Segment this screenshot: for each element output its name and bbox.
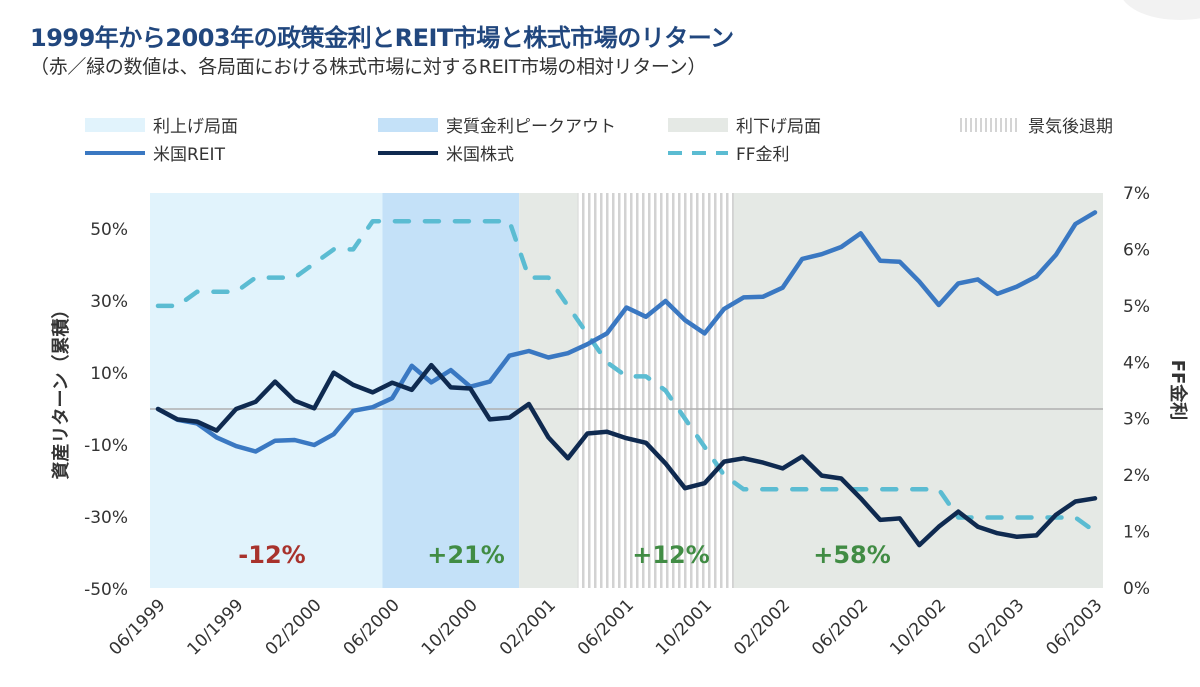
x-tick-label: 10/2002 [886,595,950,659]
x-tick-label: 06/2002 [808,595,872,659]
y2-tick-label: 1% [1123,523,1150,543]
y-tick-label: 10% [90,364,128,384]
y2-tick-label: 0% [1123,579,1150,599]
legend-label-hike: 利上げ局面 [153,117,238,137]
x-tick-label: 06/2001 [574,595,638,659]
y2-tick-label: 5% [1123,297,1150,317]
legend-label-cut: 利下げ局面 [736,117,821,137]
y-tick-label: -30% [84,508,128,528]
region-recession [577,193,734,588]
x-tick-label: 06/1999 [105,595,169,659]
legend-item-reit: 米国REIT [85,140,225,165]
legend-swatch-cut [668,117,728,132]
legend-label-peak: 実質金利ピークアウト [446,117,616,137]
region-peak [382,193,520,588]
legend-swatch-recession [960,117,1020,132]
legend-line-ff [668,150,728,155]
y2-tick-label: 3% [1123,410,1150,430]
chart-subtitle: （赤／緑の数値は、各局面における株式市場に対するREIT市場の相対リターン） [30,56,707,78]
legend-line-stocks [378,150,438,155]
y-tick-label: 30% [90,292,128,312]
series-line-reit [155,210,1098,454]
y-axis-title: 資産リターン（累積） [50,300,72,479]
x-tick-label: 10/1999 [184,595,248,659]
y-tick-label: -10% [84,436,128,456]
x-tick-label: 02/2000 [262,595,326,659]
x-tick-label: 10/2000 [418,595,482,659]
y2-axis-title: FF金利 [1167,360,1189,421]
relative-return-label: +21% [427,541,505,569]
y-tick-label: 50% [90,220,128,240]
legend-item-recession: 景気後退期 [960,112,1113,137]
legend-swatch-peak [378,117,438,132]
y2-tick-label: 2% [1123,466,1150,486]
legend-item-cut: 利下げ局面 [668,112,821,137]
series-line-stocks [155,362,1098,548]
x-tick-label: 02/2001 [496,595,560,659]
chart-title: 1999年から2003年の政策金利とREIT市場と株式市場のリターン [30,24,734,52]
legend-item-hike: 利上げ局面 [85,112,238,137]
relative-return-label: +12% [632,541,710,569]
legend-item-ff: FF金利 [668,140,790,165]
legend-swatch-hike [85,117,145,132]
relative-return-label: -12% [238,541,305,569]
y2-tick-label: 4% [1123,353,1150,373]
x-tick-label: 02/2002 [730,595,794,659]
legend-item-peak: 実質金利ピークアウト [378,112,616,137]
legend-label-reit: 米国REIT [153,145,225,165]
relative-return-label: +58% [813,541,891,569]
legend-label-stocks: 米国株式 [446,145,514,165]
legend-label-recession: 景気後退期 [1028,117,1113,137]
legend-line-reit [85,150,145,155]
x-tick-label: 06/2000 [340,595,404,659]
legend-label-ff: FF金利 [736,145,790,165]
y2-tick-label: 6% [1123,240,1150,260]
legend-item-stocks: 米国株式 [378,140,514,165]
x-tick-label: 06/2003 [1042,595,1106,659]
x-tick-label: 10/2001 [652,595,716,659]
y-tick-label: -50% [84,580,128,600]
y2-tick-label: 7% [1123,184,1150,204]
x-tick-label: 02/2003 [964,595,1028,659]
